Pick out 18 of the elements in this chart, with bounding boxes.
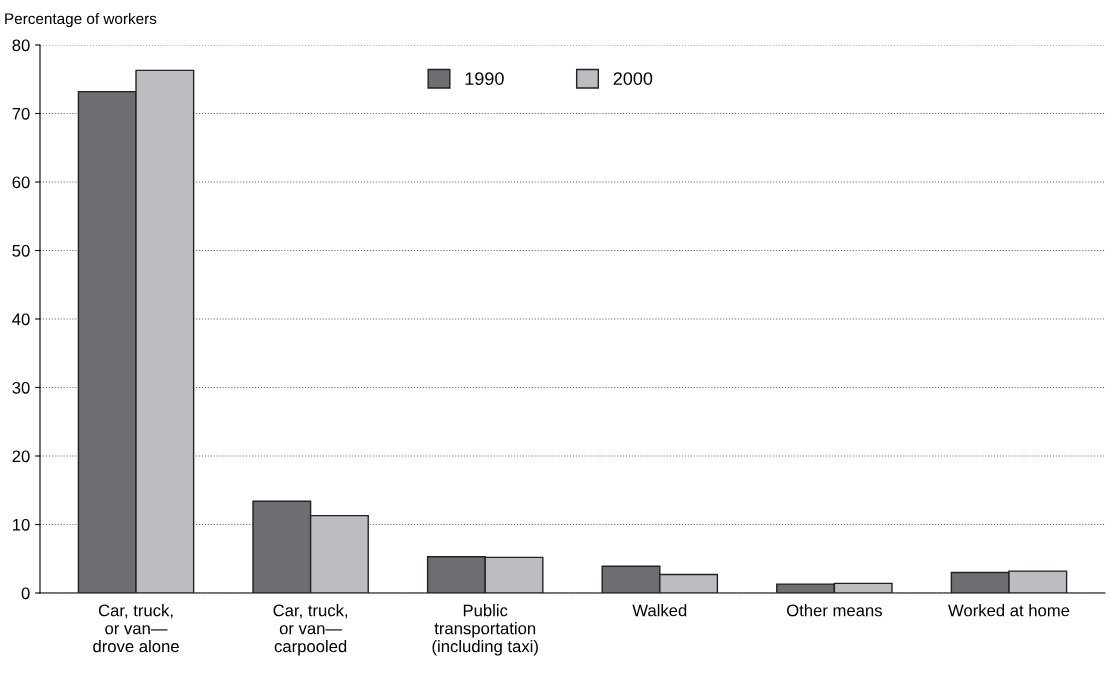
y-tick-label: 50 [12, 244, 30, 257]
y-tick-label: 80 [12, 39, 30, 52]
legend-label: 1990 [465, 72, 504, 85]
x-tick-label: Other means [787, 604, 882, 617]
y-tick-label: 10 [13, 518, 30, 531]
y-tick-label: 0 [21, 587, 30, 600]
y-tick-label: 30 [12, 381, 30, 394]
x-tick-label: Walked [632, 604, 687, 617]
x-tick-label: Car, truck, or van— carpooled [273, 604, 348, 656]
x-tick-label: Worked at home [948, 604, 1070, 617]
y-tick-label: 40 [12, 313, 30, 326]
x-tick-label: Public transportation (including taxi) [432, 604, 538, 656]
y-tick-label: 70 [12, 107, 30, 120]
legend-label: 2000 [613, 72, 653, 85]
y-axis-title: Percentage of workers [5, 12, 157, 28]
y-tick-label: 20 [12, 450, 30, 463]
x-tick-label: Car, truck, or van— drove alone [93, 604, 179, 653]
y-tick-label: 60 [12, 176, 30, 189]
